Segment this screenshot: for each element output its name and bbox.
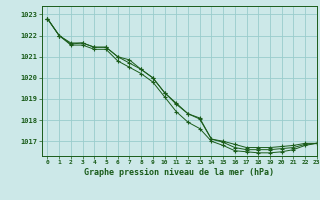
X-axis label: Graphe pression niveau de la mer (hPa): Graphe pression niveau de la mer (hPa) (84, 168, 274, 177)
